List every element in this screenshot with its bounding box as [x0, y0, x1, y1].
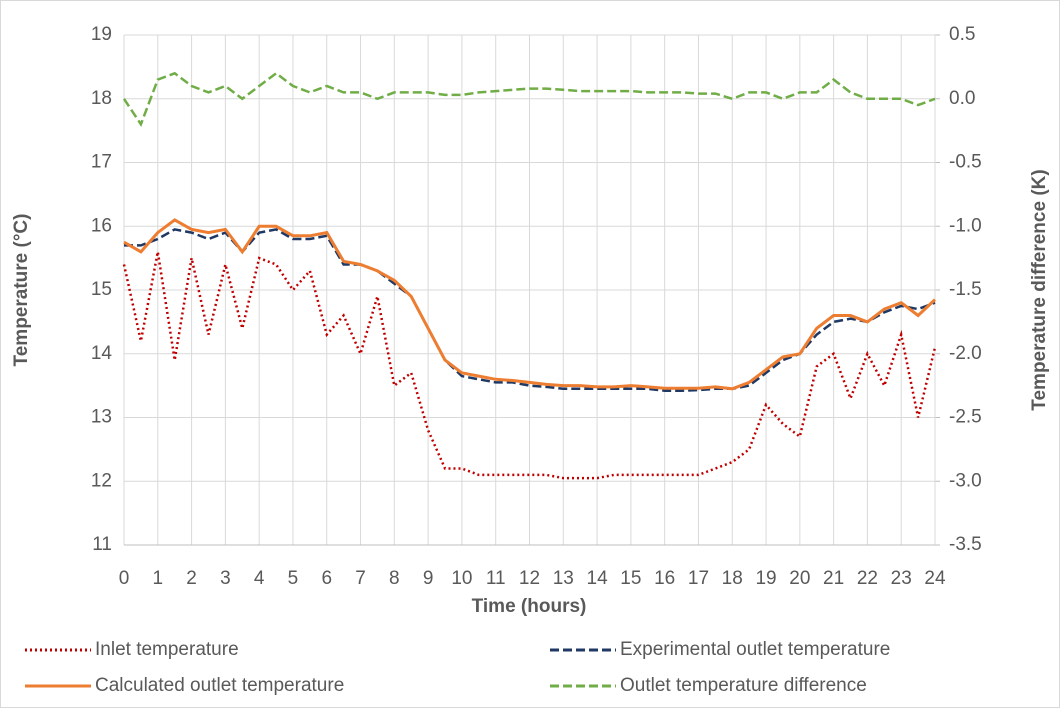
x-tick-label: 7 [355, 568, 366, 589]
y-tick-label: 13 [91, 407, 112, 428]
x-tick-label: 2 [186, 568, 197, 589]
y2-tick-label: -1.5 [949, 279, 982, 300]
x-tick-label: 13 [553, 568, 574, 589]
x-tick-label: 1 [153, 568, 164, 589]
series-line [123, 218, 937, 391]
x-tick-label: 15 [620, 568, 641, 589]
y2-tick-label: 0.0 [949, 88, 975, 109]
x-tick-label: 3 [220, 568, 231, 589]
x-tick-label: 21 [823, 568, 844, 589]
legend-label: Inlet temperature [95, 639, 239, 660]
x-tick-label: 17 [688, 568, 709, 589]
y-tick-label: 12 [91, 470, 112, 491]
x-tick-label: 18 [722, 568, 743, 589]
series-line [122, 251, 937, 480]
y2-tick-label: -2.0 [949, 343, 982, 364]
x-tick-label: 10 [451, 568, 472, 589]
x-tick-label: 5 [288, 568, 299, 589]
x-tick-label: 8 [389, 568, 400, 589]
y-tick-label: 14 [91, 343, 113, 364]
x-tick-label: 22 [857, 568, 878, 589]
y2-tick-label: -1.0 [949, 215, 982, 236]
x-tick-label: 9 [423, 568, 434, 589]
y-tick-label: 17 [91, 152, 112, 173]
x-tick-label: 0 [119, 568, 130, 589]
y-tick-label: 11 [92, 534, 112, 555]
x-tick-label: 14 [587, 568, 609, 589]
y2-tick-label: -3.5 [949, 534, 982, 555]
y-tick-label: 15 [91, 279, 112, 300]
y-tick-label: 16 [91, 215, 112, 236]
x-tick-label: 6 [321, 568, 332, 589]
y2-tick-label: 0.5 [949, 24, 975, 45]
series-line [122, 71, 936, 128]
x-tick-label: 4 [254, 568, 265, 589]
x-tick-label: 23 [891, 568, 912, 589]
legend-label: Experimental outlet temperature [620, 639, 890, 660]
x-tick-label: 19 [755, 568, 776, 589]
y2-tick-label: -3.0 [949, 470, 982, 491]
y-axis-title: Temperature (°C) [11, 214, 32, 367]
legend-label: Calculated outlet temperature [95, 675, 344, 696]
y-tick-label: 19 [91, 24, 112, 45]
x-tick-label: 12 [519, 568, 540, 589]
y2-tick-label: -0.5 [949, 152, 982, 173]
legend-label: Outlet temperature difference [620, 675, 867, 696]
y2-tick-label: -2.5 [949, 407, 982, 428]
y2-axis-title: Temperature difference (K) [1029, 169, 1050, 410]
x-tick-label: 20 [789, 568, 810, 589]
y-tick-label: 18 [91, 88, 112, 109]
x-tick-label: 24 [924, 568, 946, 589]
x-tick-label: 11 [486, 568, 506, 589]
x-axis-title: Time (hours) [472, 596, 587, 617]
x-tick-label: 16 [654, 568, 675, 589]
